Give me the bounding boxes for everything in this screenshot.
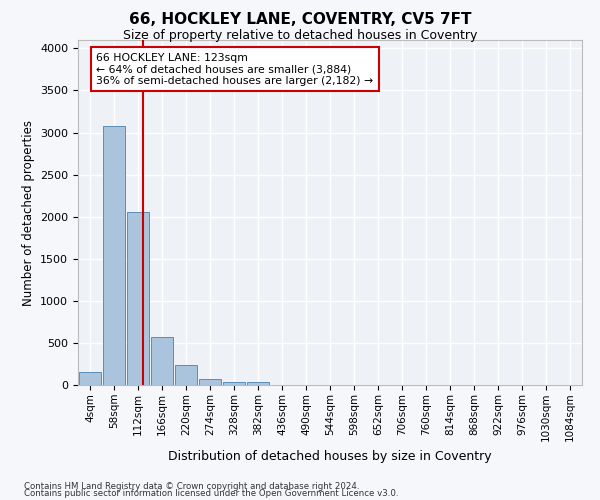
Bar [247, 382, 269, 385]
Bar [223, 382, 245, 385]
Y-axis label: Number of detached properties: Number of detached properties [22, 120, 35, 306]
X-axis label: Distribution of detached houses by size in Coventry: Distribution of detached houses by size … [168, 450, 492, 462]
Bar [151, 338, 173, 385]
Text: Size of property relative to detached houses in Coventry: Size of property relative to detached ho… [123, 29, 477, 42]
Text: 66, HOCKLEY LANE, COVENTRY, CV5 7FT: 66, HOCKLEY LANE, COVENTRY, CV5 7FT [129, 12, 471, 28]
Bar [103, 126, 125, 385]
Bar [79, 372, 101, 385]
Text: Contains HM Land Registry data © Crown copyright and database right 2024.: Contains HM Land Registry data © Crown c… [24, 482, 359, 491]
Text: Contains public sector information licensed under the Open Government Licence v3: Contains public sector information licen… [24, 489, 398, 498]
Text: 66 HOCKLEY LANE: 123sqm
← 64% of detached houses are smaller (3,884)
36% of semi: 66 HOCKLEY LANE: 123sqm ← 64% of detache… [96, 52, 373, 86]
Bar [175, 365, 197, 385]
Bar [127, 212, 149, 385]
Bar [199, 379, 221, 385]
